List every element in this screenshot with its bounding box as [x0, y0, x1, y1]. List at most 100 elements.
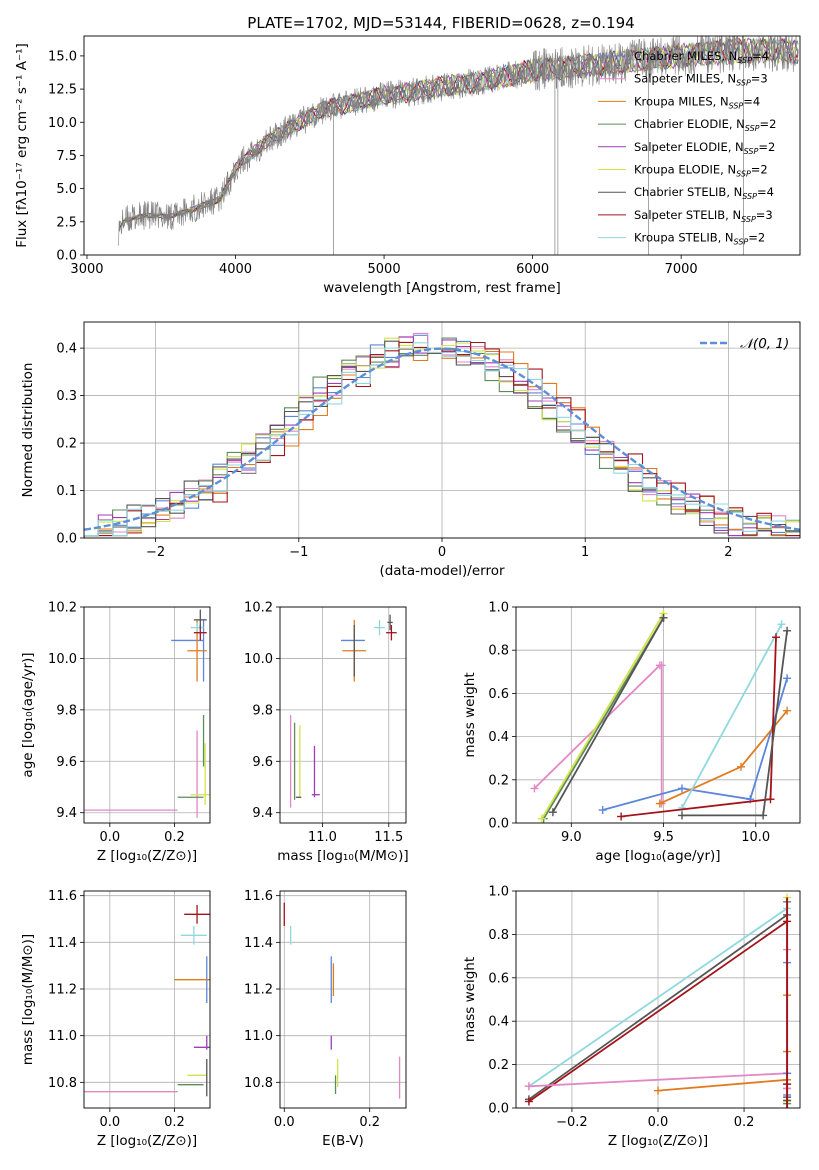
- x-tick-label: 0.0: [274, 1115, 295, 1130]
- x-tick-label: 0.2: [164, 1115, 185, 1130]
- weight_vs_age-frame: [515, 606, 801, 824]
- x-tick-label: 9.0: [561, 830, 582, 845]
- series-line: [528, 1072, 788, 1088]
- model-line: [118, 37, 799, 230]
- normal-curve: [84, 347, 800, 531]
- histogram-step: [84, 342, 800, 538]
- y-tick-label: 10.8: [244, 1076, 273, 1091]
- y-tick-label: 10.2: [244, 601, 273, 616]
- x-tick-label: 0.2: [734, 1115, 755, 1130]
- series-line: [541, 613, 665, 820]
- weight_vs_z-axes: −0.2 0.0 0.2 0.0 0.2 0.4 0.6 0.8 1.0 Z [log₁₀(Z/Z…: [462, 885, 800, 1149]
- mass_vs_z-axes: 0.0 0.2 10.8 11.0 11.2 11.4 11.6 Z [log₁₀(Z/Z⊙)…: [20, 889, 210, 1149]
- x-tick-label: 6000: [516, 262, 549, 277]
- y-tick-label: 11.2: [48, 983, 77, 998]
- y-tick-label: 1.0: [488, 885, 509, 900]
- y-tick-label: 10.0: [244, 652, 273, 667]
- x-tick-label: 0.0: [648, 1115, 669, 1130]
- y-tick-label: 9.6: [252, 755, 273, 770]
- x-axis-label: Z [log₁₀(Z/Z⊙)]: [97, 848, 197, 864]
- x-axis-label: (data-model)/error: [379, 563, 505, 579]
- y-tick-label: 9.8: [252, 703, 273, 718]
- x-tick-label: 4000: [219, 262, 252, 277]
- series-line: [528, 914, 788, 1101]
- x-tick-label: −0.2: [556, 1115, 588, 1130]
- weight_vs_age-plot-area: [530, 609, 792, 823]
- x-axis-label: E(B-V): [322, 1133, 364, 1149]
- y-tick-label: 11.0: [48, 1029, 77, 1044]
- x-tick-label: 3000: [70, 262, 103, 277]
- y-tick-label: 0.4: [56, 342, 77, 357]
- series-line: [552, 617, 665, 813]
- y-tick-label: 11.6: [244, 889, 273, 904]
- x-tick-label: 7000: [665, 262, 698, 277]
- residuals-legend: 𝒩(0, 1): [700, 336, 789, 352]
- age_vs_mass-plot-area: [289, 614, 397, 808]
- x-tick-label: 0.2: [164, 830, 185, 845]
- age_vs_z-axes: 0.0 0.2 9.4 9.6 9.8 10.0 10.2 Z [log₁₀(Z/Z⊙)] ag…: [20, 601, 210, 864]
- spectrum-frame: [83, 35, 801, 256]
- y-tick-label: 1.0: [488, 601, 509, 616]
- y-tick-label: 10.0: [48, 652, 77, 667]
- series-line: [657, 1078, 788, 1092]
- y-tick-label: 9.4: [56, 806, 77, 821]
- x-tick-label: 11.5: [374, 830, 403, 845]
- y-tick-label: 11.4: [244, 936, 273, 951]
- series-line: [528, 920, 788, 1103]
- legend-label: Chabrier ELODIE, NSSP=2: [634, 117, 776, 133]
- y-tick-label: 0.2: [488, 773, 509, 788]
- y-axis-label: Normed distribution: [20, 363, 36, 498]
- x-tick-label: 2: [724, 545, 732, 560]
- x-axis-label: Z [log₁₀(Z/Z⊙)]: [608, 1133, 708, 1149]
- y-tick-label: 0.2: [56, 437, 77, 452]
- y-tick-label: 15.0: [48, 49, 77, 64]
- legend-label: Kroupa ELODIE, NSSP=2: [634, 163, 768, 179]
- y-axis-label: Flux [fλ10⁻¹⁷ erg cm⁻² s⁻¹ A⁻¹]: [14, 43, 30, 248]
- y-tick-label: 9.4: [252, 806, 273, 821]
- mass_vs_ebv-axes: 0.0 0.2 10.8 11.0 11.2 11.4 11.6 E(B-V): [244, 889, 406, 1149]
- y-tick-label: 0.0: [56, 249, 77, 264]
- y-tick-label: 7.5: [56, 149, 77, 164]
- y-tick-label: 2.5: [56, 215, 77, 230]
- x-tick-label: 11.0: [308, 830, 337, 845]
- y-tick-label: 0.4: [488, 730, 509, 745]
- x-axis-label: mass [log₁₀(M/M⊙)]: [277, 848, 408, 864]
- y-tick-label: 11.0: [244, 1029, 273, 1044]
- x-tick-label: 0.0: [100, 1115, 121, 1130]
- legend-label: Kroupa STELIB, NSSP=2: [634, 231, 765, 247]
- age_vs_z-plot-area: [84, 609, 210, 818]
- y-tick-label: 0.2: [488, 1058, 509, 1073]
- y-axis-label: mass weight: [462, 672, 478, 757]
- x-tick-label: 1: [581, 545, 589, 560]
- y-tick-label: 12.5: [48, 83, 77, 98]
- age_vs_mass-frame: [279, 606, 407, 824]
- age_vs_mass-axes: 11.0 11.5 9.4 9.6 9.8 10.0 10.2 mass [log₁₀(M/M…: [244, 601, 409, 865]
- y-tick-label: 0.0: [56, 532, 77, 547]
- x-tick-label: −2: [146, 545, 165, 560]
- y-tick-label: 10.8: [48, 1076, 77, 1091]
- y-axis-label: mass weight: [462, 957, 478, 1042]
- y-tick-label: 9.6: [56, 755, 77, 770]
- y-tick-label: 0.8: [488, 928, 509, 943]
- y-axis-label: mass [log₁₀(M/M⊙)]: [20, 934, 36, 1065]
- residuals-plot-area: [84, 332, 800, 538]
- x-axis-label: Z [log₁₀(Z/Z⊙)]: [97, 1133, 197, 1149]
- weight_vs_z-plot-area: [524, 893, 792, 1108]
- x-tick-label: 0.0: [100, 830, 121, 845]
- y-tick-label: 9.8: [56, 703, 77, 718]
- y-tick-label: 0.6: [488, 971, 509, 986]
- x-axis-label: wavelength [Angstrom, rest frame]: [323, 280, 561, 296]
- mass_vs_z-plot-area: [84, 905, 210, 1097]
- x-tick-label: 0: [438, 545, 446, 560]
- legend-label: Salpeter ELODIE, NSSP=2: [634, 140, 775, 156]
- y-tick-label: 0.0: [488, 1102, 509, 1117]
- y-axis-label: age [log₁₀(age/yr)]: [20, 652, 36, 777]
- spectrum-axes: 3000 4000 5000 6000 7000 0.0 2.5 5.0 7.5 10.0 12.5…: [14, 43, 698, 296]
- spectrum-plot-area: [117, 36, 799, 255]
- figure-title: PLATE=1702, MJD=53144, FIBERID=0628, z=0…: [247, 14, 634, 32]
- series-line: [681, 623, 783, 809]
- x-tick-label: 5000: [368, 262, 401, 277]
- x-tick-label: 0.2: [359, 1115, 380, 1130]
- y-tick-label: 10.2: [48, 601, 77, 616]
